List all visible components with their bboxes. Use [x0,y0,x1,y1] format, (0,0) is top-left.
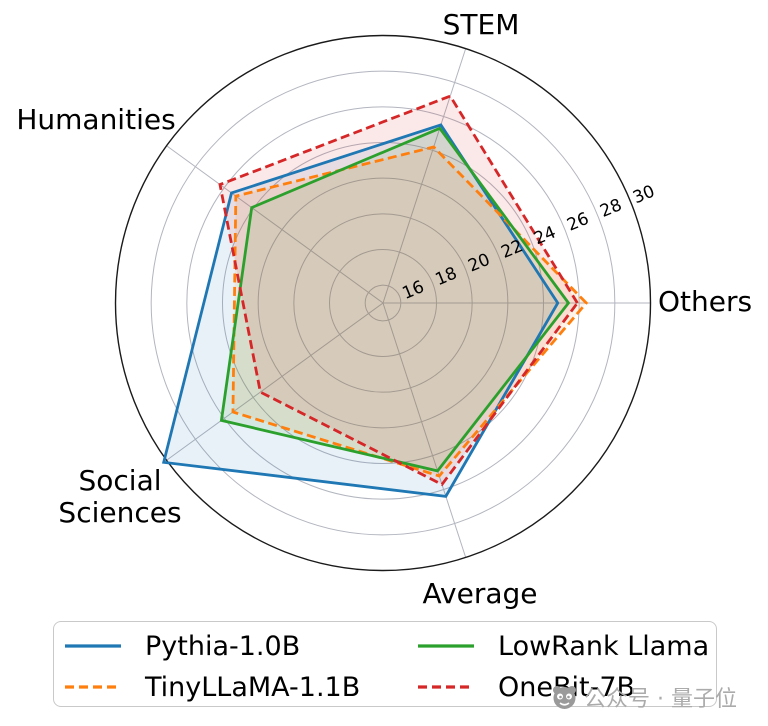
axis-label-social-sciences: Social Sciences [58,464,182,529]
series-line-3 [218,94,580,487]
legend-label: TinyLLaMA-1.1B [145,671,361,703]
legend-label: Pythia-1.0B [145,630,301,662]
series-fill-0 [163,124,558,497]
legend-item-lowrank: LowRank Llama [417,627,709,665]
qbitai-panda-logo-icon [553,686,576,709]
axis-label-others: Others [658,285,753,319]
legend-item-pythia: Pythia-1.0B [64,627,300,665]
series-fill-2 [221,128,569,471]
legend-swatch-line [65,685,121,689]
axis-spoke-4 [382,302,467,558]
series-line-2 [219,126,571,473]
axis-spoke-1 [382,48,467,304]
legend-label: LowRank Llama [498,630,710,662]
legend-swatch-line [65,644,121,648]
radial-tick-label-26: 26 [564,209,592,236]
legend-swatch-line [418,644,474,648]
legend-item-tinyllama: TinyLLaMA-1.1B [64,668,360,706]
radial-tick-label-30: 30 [630,182,658,209]
watermark: 公众号 · 量子位 [551,681,737,713]
outer-circle [114,34,652,572]
axis-spoke-2 [166,145,384,304]
axis-label-stem: STEM [442,8,520,42]
axis-label-average: Average [422,577,538,611]
axis-spoke-3 [166,302,384,461]
axis-label-humanities: Humanities [16,103,176,137]
series-line-1 [231,145,589,478]
radar-chart: 16 18 20 22 24 26 28 30 STEM Others Humanities … [16,8,753,611]
watermark-text: 公众号 · 量子位 [584,687,737,712]
radial-tick-label-28: 28 [597,195,625,222]
legend-swatch-line [418,685,474,689]
